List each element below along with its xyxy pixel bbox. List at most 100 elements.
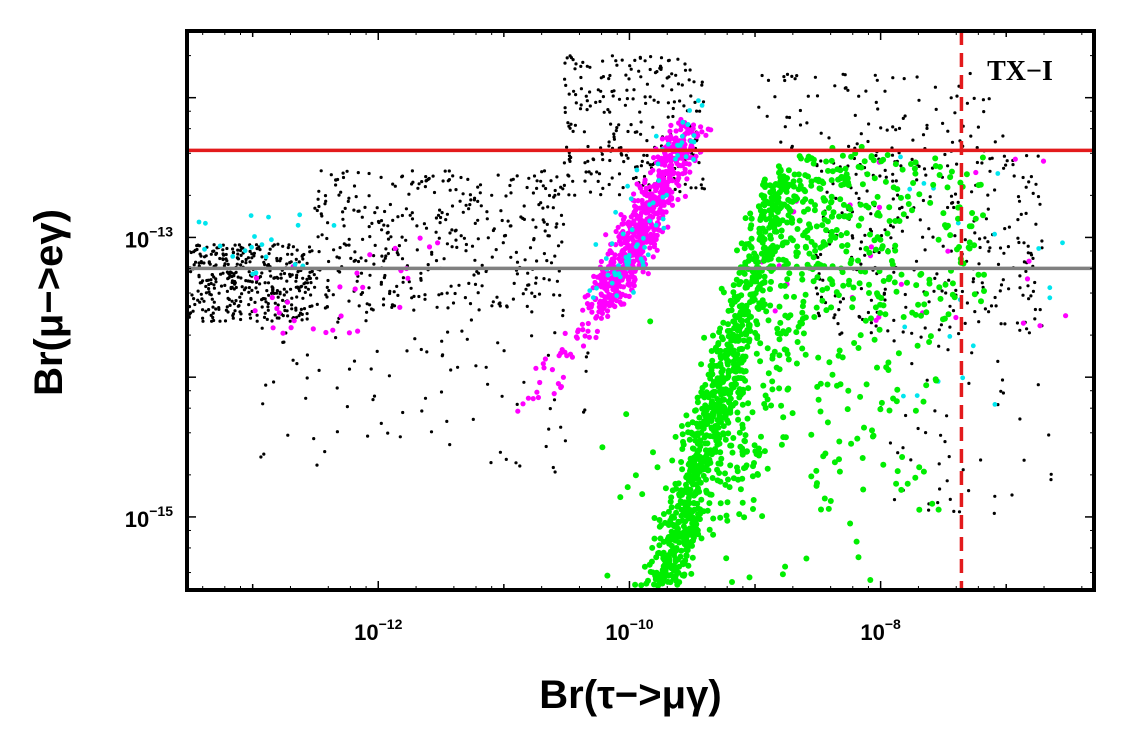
data-point — [325, 295, 329, 299]
data-point — [670, 72, 674, 76]
data-point — [614, 59, 618, 63]
data-point — [933, 409, 937, 413]
data-point — [860, 486, 867, 493]
data-point — [282, 293, 286, 297]
data-point — [724, 499, 731, 506]
data-point — [756, 300, 763, 307]
data-point — [542, 277, 546, 281]
data-point — [626, 219, 632, 225]
data-point — [694, 440, 701, 447]
data-point — [793, 77, 797, 81]
data-point — [950, 140, 955, 144]
data-point — [209, 278, 213, 282]
data-point — [556, 244, 561, 248]
data-point — [823, 158, 830, 165]
data-point — [400, 213, 404, 218]
data-point — [729, 299, 736, 306]
data-point — [678, 459, 685, 465]
data-point — [263, 262, 267, 267]
data-point — [710, 413, 716, 420]
data-point — [859, 287, 864, 291]
data-point — [760, 73, 764, 78]
data-point — [651, 515, 658, 521]
data-point — [639, 120, 643, 124]
data-point — [667, 128, 673, 134]
data-point — [509, 255, 513, 259]
data-point — [234, 299, 238, 303]
data-point — [855, 142, 859, 146]
data-point — [269, 274, 273, 278]
data-point — [828, 177, 835, 184]
data-point — [598, 258, 605, 265]
data-point — [927, 333, 934, 340]
data-point — [754, 321, 761, 328]
data-point — [723, 512, 730, 519]
tick-label: 10−8 — [860, 616, 901, 645]
data-point — [302, 282, 306, 286]
data-point — [682, 193, 689, 199]
data-point — [697, 161, 701, 165]
data-point — [270, 285, 274, 289]
data-point — [746, 574, 753, 581]
data-point — [664, 183, 670, 189]
data-point — [401, 410, 405, 415]
data-point — [928, 195, 932, 199]
data-point — [915, 301, 922, 308]
data-point — [796, 177, 803, 184]
data-point — [609, 297, 615, 304]
data-point — [919, 335, 923, 339]
data-point — [306, 287, 310, 291]
data-point — [261, 402, 265, 406]
data-point — [440, 292, 444, 296]
data-point — [665, 508, 672, 515]
data-point — [703, 489, 710, 496]
data-point — [891, 179, 895, 183]
data-point — [276, 303, 280, 307]
data-point — [676, 120, 682, 126]
data-point — [867, 577, 874, 583]
data-point — [851, 340, 858, 346]
data-point — [569, 122, 573, 126]
data-point — [665, 572, 672, 579]
data-point — [799, 303, 806, 310]
data-point — [973, 310, 977, 314]
data-point — [352, 286, 358, 292]
data-point — [305, 261, 309, 265]
data-point — [838, 182, 845, 189]
data-point — [385, 231, 389, 235]
data-point — [506, 219, 510, 223]
data-point — [772, 308, 778, 314]
data-point — [865, 204, 872, 211]
data-point — [634, 167, 640, 173]
data-point — [490, 255, 494, 259]
data-point — [417, 235, 423, 241]
data-point — [866, 139, 870, 144]
data-point — [526, 271, 530, 275]
data-point — [730, 318, 737, 325]
data-point — [759, 513, 766, 520]
data-point — [354, 195, 358, 199]
data-point — [447, 169, 451, 173]
data-point — [762, 392, 769, 399]
data-point — [631, 191, 637, 197]
data-point — [821, 210, 827, 217]
data-point — [386, 431, 390, 435]
data-point — [546, 353, 551, 357]
data-point — [292, 262, 298, 267]
data-point — [625, 97, 630, 101]
data-point — [295, 362, 299, 366]
data-point — [621, 214, 627, 220]
data-point — [500, 394, 504, 398]
data-point — [1021, 175, 1025, 180]
data-point — [627, 77, 631, 81]
data-point — [782, 563, 789, 570]
data-point — [612, 89, 616, 93]
data-point — [716, 400, 723, 407]
data-point — [1027, 180, 1031, 184]
data-point — [955, 162, 959, 166]
data-point — [248, 312, 252, 316]
data-point — [874, 100, 878, 104]
data-point — [532, 237, 536, 241]
data-point — [467, 207, 471, 211]
data-point — [273, 313, 277, 317]
